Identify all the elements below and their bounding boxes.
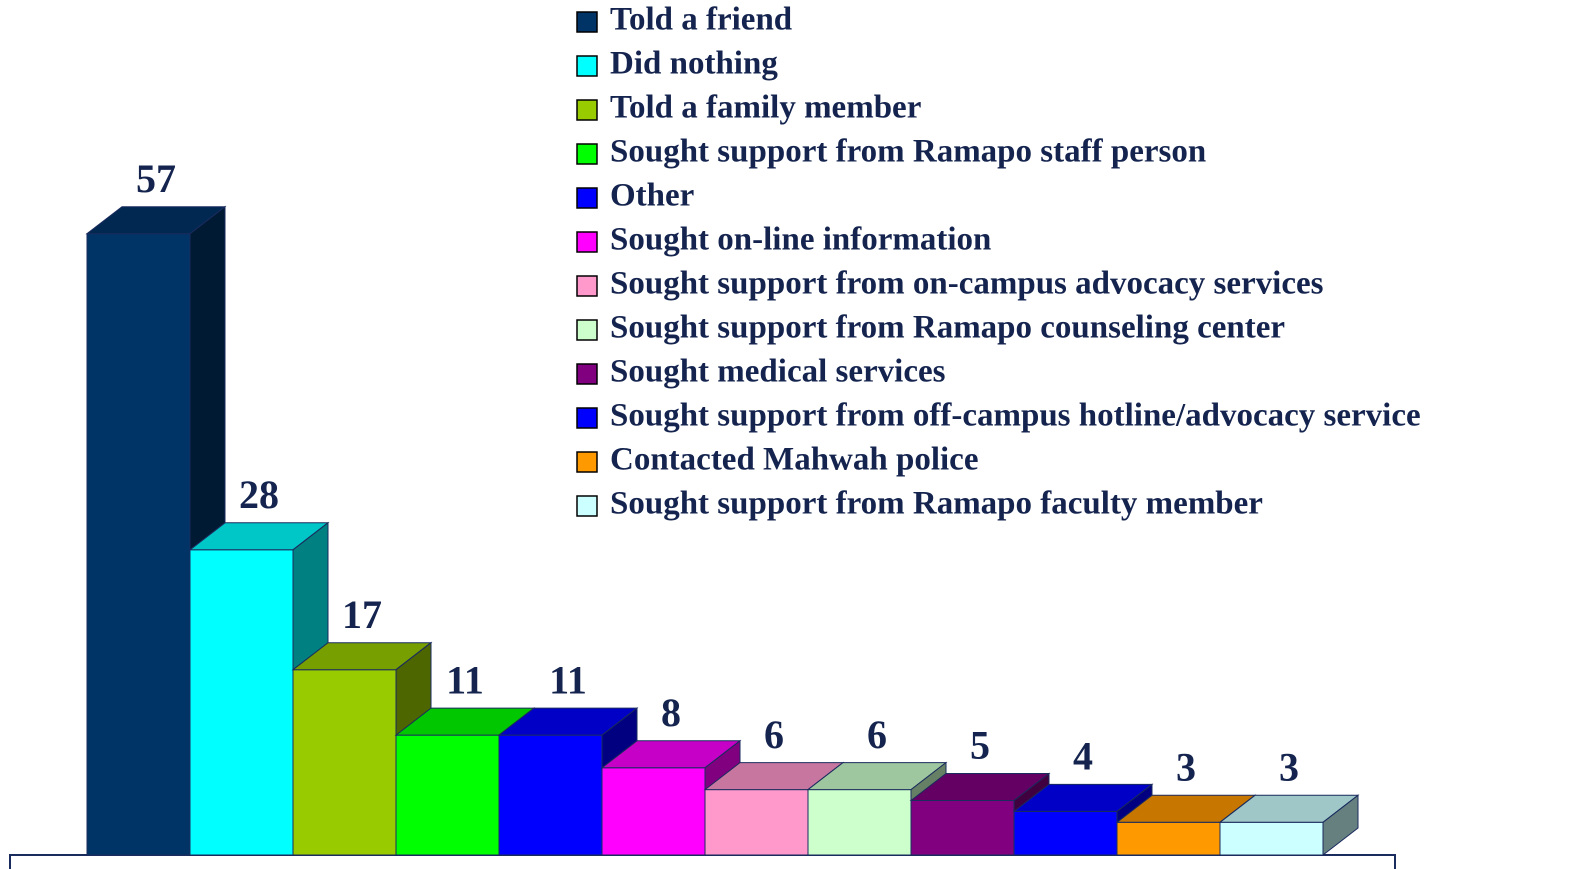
legend-swatch bbox=[576, 407, 598, 429]
bar bbox=[1219, 821, 1324, 856]
bar-side bbox=[1322, 794, 1359, 857]
legend-label: Did nothing bbox=[610, 46, 778, 82]
legend-swatch bbox=[576, 143, 598, 165]
legend-swatch bbox=[576, 99, 598, 121]
value-label: 11 bbox=[549, 657, 587, 702]
legend-swatch bbox=[576, 275, 598, 297]
floor bbox=[9, 854, 1396, 869]
value-label: 8 bbox=[661, 690, 681, 735]
bar bbox=[395, 734, 500, 856]
legend-swatch bbox=[576, 363, 598, 385]
bar bbox=[1116, 821, 1221, 856]
value-label: 4 bbox=[1073, 734, 1093, 779]
value-label: 6 bbox=[867, 712, 887, 757]
value-label: 3 bbox=[1279, 744, 1299, 789]
bar bbox=[498, 734, 603, 856]
legend-swatch bbox=[576, 319, 598, 341]
legend-swatch bbox=[576, 55, 598, 77]
value-label: 17 bbox=[342, 592, 382, 637]
legend-swatch bbox=[576, 11, 598, 33]
bar bbox=[292, 669, 397, 856]
legend-label: Sought support from Ramapo faculty membe… bbox=[610, 486, 1263, 522]
legend-swatch bbox=[576, 187, 598, 209]
legend-label: Sought support from Ramapo counseling ce… bbox=[610, 310, 1285, 346]
bar bbox=[807, 789, 912, 856]
bar bbox=[189, 549, 294, 856]
legend-swatch bbox=[576, 231, 598, 253]
legend-label: Sought on-line information bbox=[610, 222, 991, 258]
legend-label: Sought support from on-campus advocacy s… bbox=[610, 266, 1324, 302]
legend-label: Sought support from off-campus hotline/a… bbox=[610, 398, 1421, 434]
bar bbox=[601, 767, 706, 856]
value-label: 57 bbox=[136, 156, 176, 201]
value-label: 6 bbox=[764, 712, 784, 757]
bar bbox=[1013, 810, 1118, 856]
value-label: 3 bbox=[1176, 744, 1196, 789]
legend-swatch bbox=[576, 495, 598, 517]
value-label: 11 bbox=[446, 657, 484, 702]
legend-label: Told a family member bbox=[610, 90, 921, 126]
legend-label: Contacted Mahwah police bbox=[610, 442, 978, 478]
legend-label: Told a friend bbox=[610, 2, 792, 38]
value-label: 28 bbox=[239, 472, 279, 517]
legend-label: Sought support from Ramapo staff person bbox=[610, 134, 1206, 170]
legend-label: Other bbox=[610, 178, 694, 214]
legend-swatch bbox=[576, 451, 598, 473]
legend-label: Sought medical services bbox=[610, 354, 946, 390]
bar bbox=[910, 800, 1015, 856]
bar bbox=[704, 789, 809, 856]
value-label: 5 bbox=[970, 723, 990, 768]
bar bbox=[86, 233, 191, 856]
